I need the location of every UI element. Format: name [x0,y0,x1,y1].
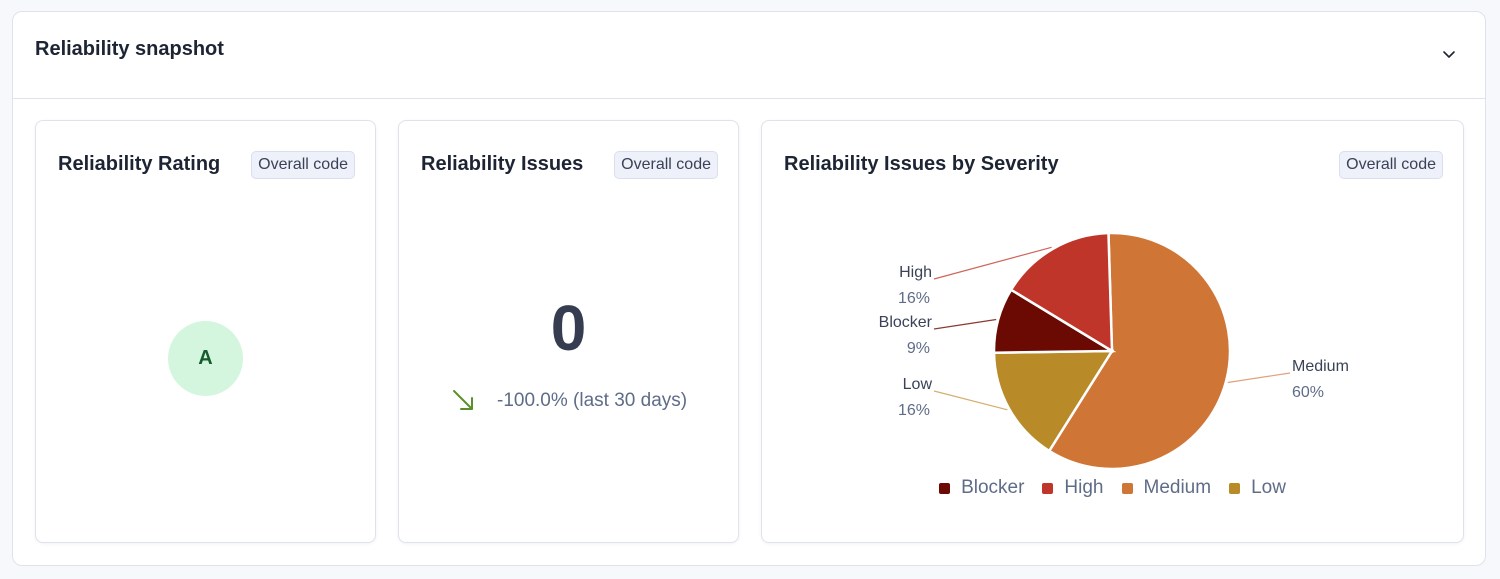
pie-slice-medium[interactable] [1047,231,1232,471]
card-title: Reliability Issues by Severity [784,153,1059,175]
trend-down-arrow-icon [453,390,473,410]
trend-text: -100.0% (last 30 days) [497,390,688,411]
slice-label-high: High [899,264,932,281]
panel-title: Reliability snapshot [35,38,224,60]
scope-badge[interactable]: Overall code [251,151,355,179]
slice-label-low: Low [903,376,933,393]
slice-label-blocker: Blocker [879,314,933,331]
legend-item-low[interactable]: Low [1229,477,1286,499]
scope-badge[interactable]: Overall code [614,151,718,179]
slice-label-medium: Medium [1292,358,1349,375]
severity-pie-chart: Blocker 9% High 16% Medium 60% Low 16% [879,231,1349,471]
reliability-snapshot-panel: Reliability snapshot Reliability Rating … [12,11,1486,566]
issues-count[interactable]: 0 [550,292,587,364]
legend-swatch [1121,482,1133,494]
pie-slice-low[interactable] [992,349,1115,453]
rating-badge[interactable]: A [168,321,243,396]
legend-swatch [939,482,951,494]
legend-item-blocker[interactable]: Blocker [939,477,1024,499]
scope-badge[interactable]: Overall code [1339,151,1443,179]
collapse-button[interactable] [1439,44,1459,64]
reliability-issues-card: Reliability Issues Overall code 0 -100.0… [398,120,739,543]
pie-slice-high[interactable] [1009,231,1114,354]
leader-line-blocker [933,318,997,330]
card-title: Reliability Issues [421,153,584,175]
legend-item-high[interactable]: High [1042,477,1104,499]
leader-line-high [933,246,1052,280]
slice-value-low: 16% [898,402,930,419]
legend-label: High [1064,477,1104,498]
card-title: Reliability Rating [58,153,221,175]
chart-legend: Blocker High Medium Low [762,477,1463,499]
slice-value-blocker: 9% [907,340,930,357]
legend-swatch [1229,482,1241,494]
legend-label: Medium [1143,477,1212,498]
slice-value-high: 16% [898,290,930,307]
slice-value-medium: 60% [1292,384,1324,401]
legend-label: Low [1251,477,1286,498]
leader-line-medium [1227,372,1291,384]
reliability-rating-card: Reliability Rating Overall code A [35,120,376,543]
legend-item-medium[interactable]: Medium [1121,477,1212,499]
trend-indicator: -100.0% (last 30 days) [451,388,687,414]
severity-chart-card: Reliability Issues by Severity Overall c… [761,120,1464,543]
chevron-down-icon [1443,51,1455,58]
legend-swatch [1042,482,1054,494]
panel-header: Reliability snapshot [13,12,1485,99]
legend-label: Blocker [961,477,1025,498]
leader-line-low [933,390,1008,411]
